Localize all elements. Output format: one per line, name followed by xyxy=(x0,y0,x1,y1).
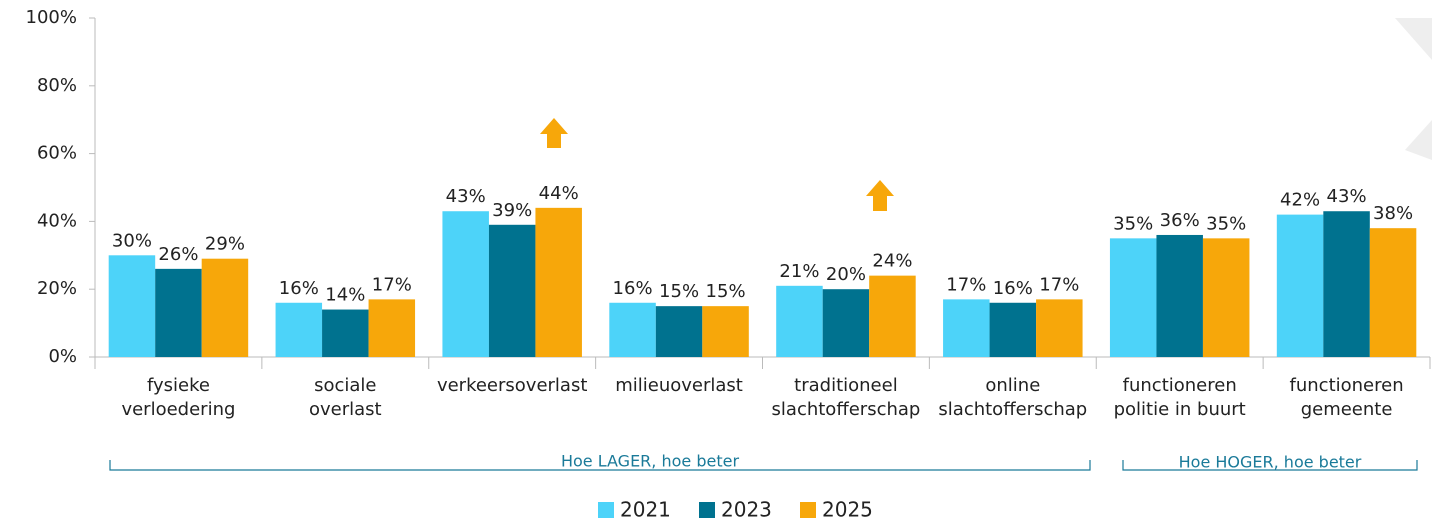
value-label: 42% xyxy=(1280,190,1320,211)
decoration xyxy=(1395,18,1432,60)
legend-swatch xyxy=(699,502,715,518)
bar xyxy=(1156,234,1203,357)
annotation: Hoe LAGER, hoe beter xyxy=(561,452,739,471)
x-tick-label: verkeersoverlast xyxy=(436,375,588,396)
bar xyxy=(943,299,990,357)
bar xyxy=(702,306,749,357)
value-label: 24% xyxy=(872,251,912,272)
x-tick-label: functioneren gemeente xyxy=(1289,375,1404,420)
value-label: 15% xyxy=(706,281,746,302)
bar xyxy=(609,302,656,357)
value-label: 35% xyxy=(1113,213,1153,234)
value-label: 29% xyxy=(205,234,245,255)
legend-label: 2025 xyxy=(822,498,873,521)
bar xyxy=(1323,211,1370,357)
decoration xyxy=(1405,120,1432,160)
value-label: 21% xyxy=(779,261,819,282)
value-label: 20% xyxy=(826,264,866,285)
value-label: 17% xyxy=(372,274,412,295)
legend-swatch xyxy=(598,502,614,518)
value-label: 43% xyxy=(446,186,486,207)
bar xyxy=(1036,299,1083,357)
value-label: 16% xyxy=(993,278,1033,299)
value-label: 26% xyxy=(158,244,198,265)
bar xyxy=(1276,214,1324,357)
y-tick-label: 40% xyxy=(37,210,77,231)
x-tick-label: fysieke verloedering xyxy=(121,375,236,420)
x-tick-label: milieuoverlast xyxy=(615,375,743,396)
bar xyxy=(535,207,582,357)
value-label: 35% xyxy=(1206,213,1246,234)
bar xyxy=(869,275,916,357)
bar xyxy=(488,224,536,357)
value-label: 16% xyxy=(613,278,653,299)
bar xyxy=(822,289,870,357)
bar xyxy=(108,255,156,357)
y-tick-label: 100% xyxy=(26,7,77,28)
bar xyxy=(1369,228,1417,357)
x-tick-label: online slachtofferschap xyxy=(938,375,1088,420)
value-label: 16% xyxy=(279,278,319,299)
value-label: 43% xyxy=(1327,186,1367,207)
value-label: 14% xyxy=(325,285,365,306)
y-tick-label: 0% xyxy=(48,346,77,367)
bar xyxy=(322,309,369,357)
x-tick-label: sociale overlast xyxy=(309,375,382,420)
bar xyxy=(776,285,823,357)
y-tick-label: 60% xyxy=(37,143,77,164)
y-tick-label: 20% xyxy=(37,278,77,299)
value-label: 44% xyxy=(539,183,579,204)
annotation: Hoe HOGER, hoe beter xyxy=(1179,453,1362,472)
bar xyxy=(155,268,202,357)
value-label: 17% xyxy=(1039,274,1079,295)
up-arrow xyxy=(866,180,894,211)
bracket xyxy=(1122,460,1418,471)
bar xyxy=(655,306,703,357)
bracket xyxy=(109,460,1091,471)
value-label: 17% xyxy=(946,274,986,295)
bar xyxy=(989,302,1037,357)
value-label: 36% xyxy=(1160,210,1200,231)
bar xyxy=(442,211,489,357)
x-tick-label: functioneren politie in buurt xyxy=(1113,375,1246,420)
legend-label: 2023 xyxy=(721,498,772,521)
bar xyxy=(275,302,323,357)
legend-label: 2021 xyxy=(620,498,671,521)
up-arrow xyxy=(540,118,568,148)
bar xyxy=(201,258,249,357)
x-tick-label: traditioneel slachtofferschap xyxy=(771,375,921,420)
value-label: 39% xyxy=(492,200,532,221)
bar xyxy=(1202,238,1250,357)
value-label: 15% xyxy=(659,281,699,302)
y-tick-label: 80% xyxy=(37,75,77,96)
bar xyxy=(1109,238,1157,357)
legend-swatch xyxy=(800,502,816,518)
bar xyxy=(368,299,416,357)
value-label: 30% xyxy=(112,230,152,251)
value-label: 38% xyxy=(1373,203,1413,224)
